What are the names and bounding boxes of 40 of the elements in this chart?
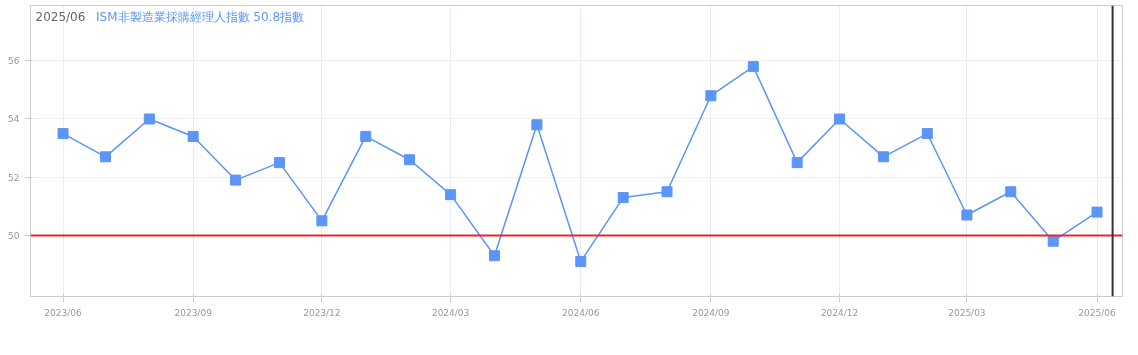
x-tick-label: 2024/03 xyxy=(431,307,470,318)
point xyxy=(1047,235,1059,247)
point xyxy=(316,215,328,227)
point xyxy=(531,119,543,131)
x-tick-label: 2023/06 xyxy=(44,307,82,318)
point xyxy=(404,154,416,166)
point xyxy=(1091,206,1103,218)
point xyxy=(921,128,933,140)
point xyxy=(617,192,629,204)
point xyxy=(747,61,759,73)
y-tick-label: 52 xyxy=(8,172,20,183)
chart-title: 2025/06 xyxy=(35,9,86,24)
text: ISM非製造業採購經理人指數 50.8指數 xyxy=(96,9,305,24)
x-tick-label: 2025/06 xyxy=(1078,307,1117,318)
point xyxy=(834,113,846,125)
point xyxy=(99,151,111,163)
point xyxy=(791,157,803,169)
y-tick-label: 50 xyxy=(8,230,20,241)
point xyxy=(1005,186,1017,198)
x-tick-label: 2023/09 xyxy=(174,307,213,318)
y-tick-label: 56 xyxy=(8,56,20,67)
point xyxy=(705,90,717,102)
point xyxy=(661,186,673,198)
y-tick-label: 54 xyxy=(8,114,20,125)
point xyxy=(230,174,242,186)
x-tick-label: 2024/06 xyxy=(562,307,600,318)
point xyxy=(57,128,69,140)
point xyxy=(575,256,587,268)
point xyxy=(360,130,372,142)
point xyxy=(143,113,155,125)
x-tick-label: 2024/12 xyxy=(820,307,859,318)
point xyxy=(273,157,285,169)
point xyxy=(488,250,500,262)
point xyxy=(445,189,457,201)
x-tick-label: 2023/12 xyxy=(303,307,341,318)
point xyxy=(961,209,973,221)
point xyxy=(187,130,199,142)
x-tick-label: 2024/09 xyxy=(692,307,730,318)
point xyxy=(877,151,889,163)
x-tick-label: 2025/03 xyxy=(948,307,986,318)
